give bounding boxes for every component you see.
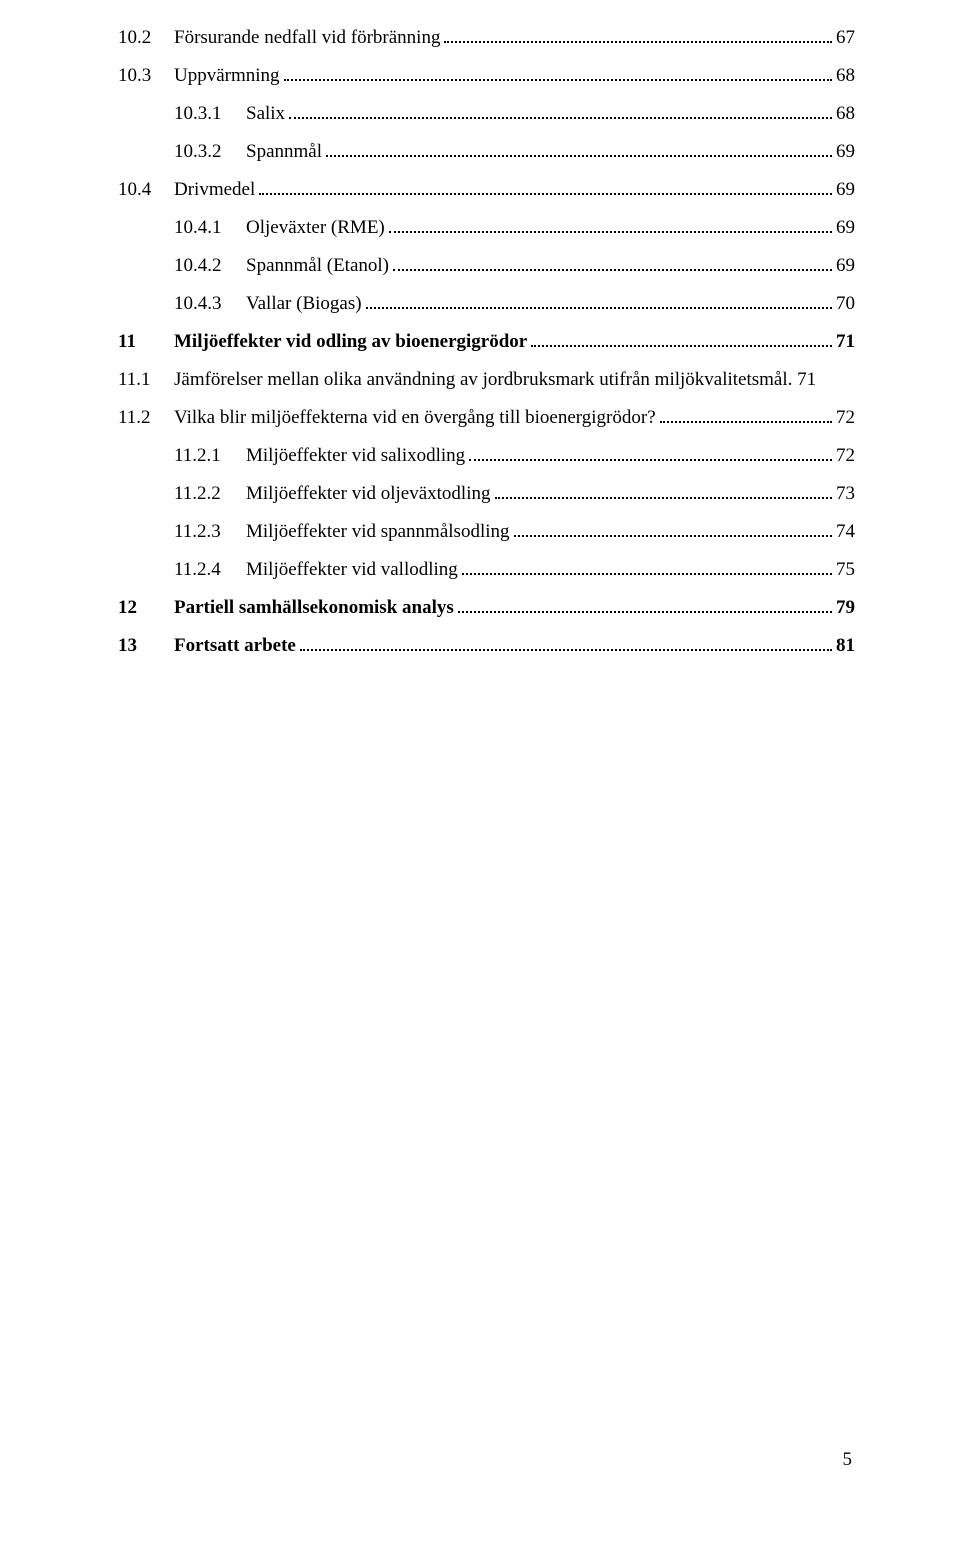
toc-leader-dots (458, 599, 832, 613)
toc-entry-title: Miljöeffekter vid spannmålsodling (246, 522, 510, 541)
toc-entry-page: 72 (836, 408, 855, 427)
toc-leader-dots (259, 181, 832, 195)
toc-entry-title: Jämförelser mellan olika användning av j… (174, 370, 855, 389)
toc-leader-dots (289, 105, 832, 119)
toc-entry: 11Miljöeffekter vid odling av bioenergig… (118, 332, 855, 351)
toc-leader-dots (393, 257, 832, 271)
toc-entry-title: Miljöeffekter vid odling av bioenergigrö… (174, 332, 527, 351)
toc-entry: 11.2Vilka blir miljöeffekterna vid en öv… (118, 408, 855, 427)
toc-entry-page: 69 (836, 142, 855, 161)
toc-entry-number: 11.2.2 (174, 484, 246, 503)
toc-entry-page: 68 (836, 66, 855, 85)
toc-entry: 10.4.1Oljeväxter (RME) 69 (118, 218, 855, 237)
toc-entry-page: 68 (836, 104, 855, 123)
toc-entry: 10.3Uppvärmning 68 (118, 66, 855, 85)
toc-entry-number: 10.3.2 (174, 142, 246, 161)
toc-entry: 11.2.1Miljöeffekter vid salixodling 72 (118, 446, 855, 465)
toc-entry-number: 12 (118, 598, 174, 617)
toc-leader-dots (514, 523, 833, 537)
toc-entry-title: Miljöeffekter vid salixodling (246, 446, 465, 465)
toc-entry-number: 10.4.1 (174, 218, 246, 237)
page-number: 5 (843, 1449, 853, 1471)
toc-entry-page: 69 (836, 180, 855, 199)
toc-entry: 10.4Drivmedel 69 (118, 180, 855, 199)
toc-entry-title: Drivmedel (174, 180, 255, 199)
toc-leader-dots (284, 67, 832, 81)
toc-entry-page: 75 (836, 560, 855, 579)
toc-entry: 10.4.2Spannmål (Etanol) 69 (118, 256, 855, 275)
toc-entry: 11.2.3Miljöeffekter vid spannmålsodling 7… (118, 522, 855, 541)
toc-entry-title: Miljöeffekter vid oljeväxtodling (246, 484, 491, 503)
toc-entry: 11.1Jämförelser mellan olika användning … (118, 370, 855, 389)
toc-leader-dots (462, 561, 832, 575)
toc-entry-number: 13 (118, 636, 174, 655)
toc-entry-title: Vallar (Biogas) (246, 294, 362, 313)
toc-entry-page: 72 (836, 446, 855, 465)
toc-entry-page: 79 (836, 598, 855, 617)
toc-entry-page: 70 (836, 294, 855, 313)
toc-entry-page: 71 (836, 332, 855, 351)
toc-entry-number: 11.2.1 (174, 446, 246, 465)
toc-leader-dots (444, 29, 832, 43)
toc-entry-page: 67 (836, 28, 855, 47)
toc-entry-title: Miljöeffekter vid vallodling (246, 560, 458, 579)
toc-entry-title: Oljeväxter (RME) (246, 218, 385, 237)
toc-entry: 10.3.1Salix 68 (118, 104, 855, 123)
table-of-contents: 10.2Försurande nedfall vid förbränning 67… (118, 28, 855, 655)
toc-entry: 11.2.4Miljöeffekter vid vallodling 75 (118, 560, 855, 579)
toc-leader-dots (495, 485, 833, 499)
toc-entry-number: 11.2.3 (174, 522, 246, 541)
toc-entry: 10.3.2Spannmål 69 (118, 142, 855, 161)
toc-entry-number: 11 (118, 332, 174, 351)
toc-entry-number: 10.4 (118, 180, 174, 199)
toc-entry-page: 69 (836, 256, 855, 275)
toc-entry-title: Fortsatt arbete (174, 636, 296, 655)
toc-entry-number: 10.2 (118, 28, 174, 47)
toc-leader-dots (531, 333, 832, 347)
toc-entry: 12Partiell samhällsekonomisk analys 79 (118, 598, 855, 617)
toc-entry-number: 11.1 (118, 370, 174, 389)
toc-entry-number: 10.3.1 (174, 104, 246, 123)
toc-entry: 10.2Försurande nedfall vid förbränning 67 (118, 28, 855, 47)
toc-entry-title: Försurande nedfall vid förbränning (174, 28, 440, 47)
toc-entry-page: 73 (836, 484, 855, 503)
toc-leader-dots (300, 637, 832, 651)
toc-entry-title: Spannmål (Etanol) (246, 256, 389, 275)
toc-entry-title: Spannmål (246, 142, 322, 161)
toc-entry: 10.4.3Vallar (Biogas) 70 (118, 294, 855, 313)
toc-leader-dots (469, 447, 832, 461)
toc-entry: 13Fortsatt arbete 81 (118, 636, 855, 655)
toc-entry-page: 69 (836, 218, 855, 237)
toc-entry-title: Uppvärmning (174, 66, 280, 85)
toc-leader-dots (389, 219, 832, 233)
toc-entry-page: 74 (836, 522, 855, 541)
toc-leader-dots (660, 409, 832, 423)
toc-entry-title: Partiell samhällsekonomisk analys (174, 598, 454, 617)
toc-leader-dots (366, 295, 832, 309)
toc-entry-title: Vilka blir miljöeffekterna vid en övergå… (174, 408, 656, 427)
toc-entry: 11.2.2Miljöeffekter vid oljeväxtodling 73 (118, 484, 855, 503)
toc-entry-number: 11.2 (118, 408, 174, 427)
toc-entry-page: 81 (836, 636, 855, 655)
toc-entry-number: 10.4.3 (174, 294, 246, 313)
toc-leader-dots (326, 143, 832, 157)
toc-entry-number: 11.2.4 (174, 560, 246, 579)
toc-entry-title: Salix (246, 104, 285, 123)
toc-entry-number: 10.3 (118, 66, 174, 85)
toc-entry-number: 10.4.2 (174, 256, 246, 275)
